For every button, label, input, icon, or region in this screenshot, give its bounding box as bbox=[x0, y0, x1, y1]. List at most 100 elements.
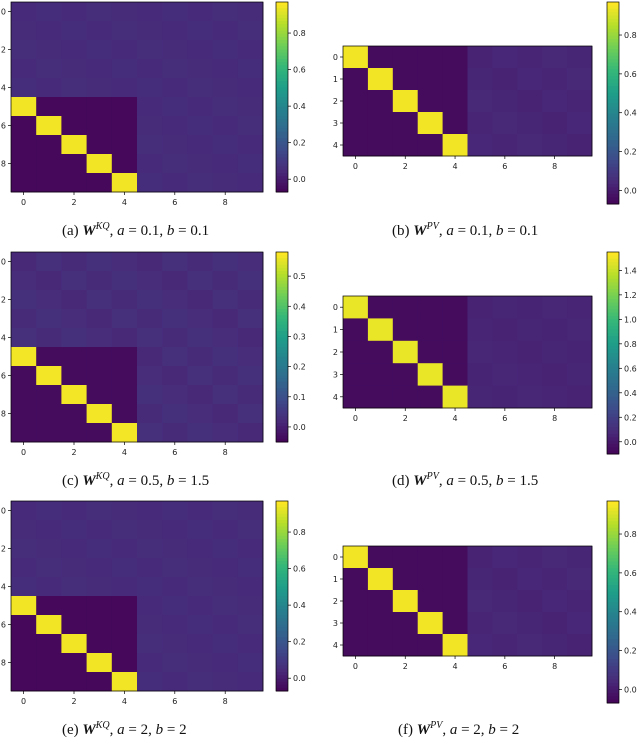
heatmap-cell bbox=[212, 577, 239, 597]
heatmap-cell bbox=[111, 404, 138, 424]
heatmap-cell bbox=[237, 309, 264, 329]
colorbar-segment bbox=[607, 605, 619, 610]
colorbar-segment bbox=[276, 423, 288, 427]
heatmap-cell bbox=[61, 21, 87, 41]
heatmap-cell bbox=[86, 615, 113, 635]
colorbar-segment bbox=[276, 381, 288, 386]
heatmap-cell bbox=[111, 615, 138, 635]
heatmap-cell bbox=[492, 568, 518, 591]
heatmap-cell bbox=[517, 612, 543, 635]
heatmap-cell bbox=[61, 78, 87, 98]
heatmap-cell bbox=[111, 520, 138, 540]
x-tick-label: 0 bbox=[353, 162, 358, 171]
colorbar-segment bbox=[607, 551, 619, 556]
colorbar-segment bbox=[276, 65, 288, 69]
colorbar-segment bbox=[276, 640, 288, 644]
heatmap-cell bbox=[517, 68, 543, 91]
heatmap-cell bbox=[36, 252, 62, 272]
heatmap-cell bbox=[36, 520, 62, 540]
heatmap-cell bbox=[162, 653, 188, 673]
colorbar-segment bbox=[607, 591, 619, 596]
heatmap-cell bbox=[111, 577, 138, 597]
colorbar-segment bbox=[607, 123, 619, 128]
heatmap-cell bbox=[492, 340, 518, 364]
colorbar-segment bbox=[276, 662, 288, 667]
colorbar-tick-label: 0.8 bbox=[293, 29, 306, 38]
colorbar-segment bbox=[607, 136, 619, 141]
colorbar-segment bbox=[607, 625, 619, 630]
colorbar-segment bbox=[607, 177, 619, 181]
colorbar-segment bbox=[607, 45, 619, 50]
heatmap-cell bbox=[36, 135, 62, 155]
heatmap-cell bbox=[467, 568, 493, 591]
heatmap-cell bbox=[162, 634, 188, 654]
colorbar-segment bbox=[276, 432, 288, 437]
heatmap-cell bbox=[237, 634, 264, 654]
heatmap-cell bbox=[467, 612, 493, 635]
colorbar-segment bbox=[276, 429, 288, 433]
heatmap-cell bbox=[36, 596, 62, 616]
colorbar-segment bbox=[276, 672, 288, 676]
colorbar-segment bbox=[607, 190, 619, 195]
heatmap-cell bbox=[36, 271, 62, 291]
heatmap-cell bbox=[162, 97, 188, 117]
colorbar-segment bbox=[607, 538, 619, 542]
colorbar-segment bbox=[276, 43, 288, 47]
colorbar-segment bbox=[607, 69, 619, 74]
colorbar-segment bbox=[276, 337, 288, 342]
heatmap-cell bbox=[86, 97, 113, 117]
colorbar-segment bbox=[276, 687, 288, 692]
colorbar-segment bbox=[276, 258, 288, 262]
colorbar-segment bbox=[607, 608, 619, 613]
colorbar-segment bbox=[607, 103, 619, 107]
heatmap-cell bbox=[111, 116, 138, 136]
colorbar-segment bbox=[607, 669, 619, 674]
colorbar-segment bbox=[607, 541, 619, 546]
colorbar-segment bbox=[607, 416, 619, 421]
heatmap-cell bbox=[11, 328, 37, 348]
heatmap-cell bbox=[36, 366, 62, 386]
colorbar-segment bbox=[607, 356, 619, 361]
heatmap-cell bbox=[567, 612, 593, 635]
colorbar-segment bbox=[607, 689, 619, 694]
heatmap-cell bbox=[36, 78, 62, 98]
heatmap-cell bbox=[442, 134, 468, 157]
colorbar-tick-label: 0.0 bbox=[293, 423, 306, 432]
colorbar-segment bbox=[276, 185, 288, 190]
heatmap-cell bbox=[86, 347, 113, 367]
colorbar-segment bbox=[607, 302, 619, 307]
heatmap-cell bbox=[162, 404, 188, 424]
heatmap-cell bbox=[111, 154, 138, 174]
plot-frame bbox=[10, 500, 264, 692]
colorbar-tick-label: 0.6 bbox=[293, 66, 306, 75]
heatmap-cell bbox=[36, 97, 62, 117]
heatmap-cell bbox=[467, 134, 493, 157]
heatmap-cell bbox=[212, 173, 239, 193]
colorbar-segment bbox=[607, 568, 619, 573]
colorbar-tick-label: 0.6 bbox=[293, 565, 306, 574]
heatmap-cell bbox=[187, 173, 213, 193]
heatmap-cell bbox=[467, 590, 493, 613]
colorbar-segment bbox=[276, 81, 288, 85]
colorbar-segment bbox=[607, 79, 619, 84]
heatmap-cell bbox=[86, 328, 113, 348]
colorbar-segment bbox=[607, 329, 619, 334]
colorbar-segment bbox=[607, 252, 619, 256]
colorbar-segment bbox=[607, 183, 619, 188]
heatmap-cell bbox=[162, 290, 188, 310]
colorbar-segment bbox=[276, 400, 288, 405]
heatmap-cell bbox=[467, 546, 493, 569]
heatmap-cell bbox=[237, 558, 264, 578]
colorbar-tick-label: 0.0 bbox=[624, 438, 637, 447]
colorbar-segment bbox=[276, 252, 288, 256]
heatmap-cell bbox=[212, 78, 239, 98]
heatmap-cell bbox=[162, 173, 188, 193]
colorbar-segment bbox=[276, 592, 288, 597]
colorbar-segment bbox=[276, 419, 288, 424]
heatmap-cell bbox=[162, 78, 188, 98]
heatmap-cell bbox=[162, 135, 188, 155]
heatmap-cell bbox=[343, 296, 369, 319]
colorbar-segment bbox=[607, 119, 619, 124]
colorbar-segment bbox=[276, 634, 288, 638]
colorbar-segment bbox=[276, 583, 288, 587]
